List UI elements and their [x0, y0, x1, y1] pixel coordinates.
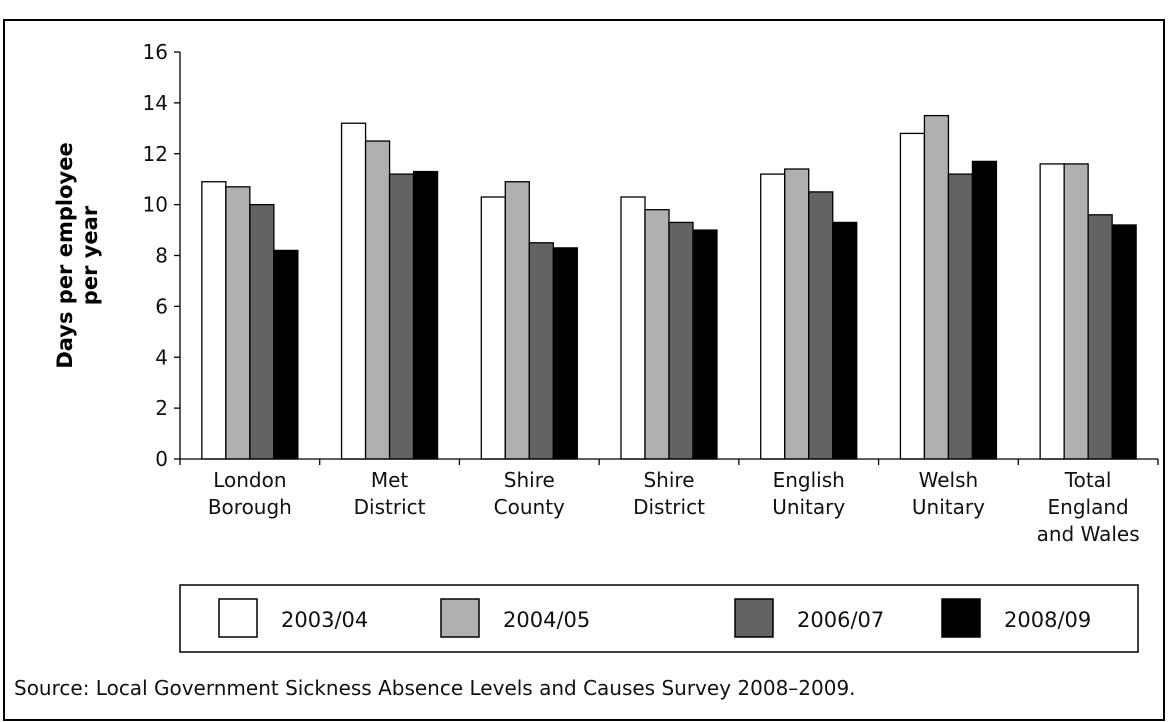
y-tick-label: 2 — [155, 396, 168, 420]
bar-2003-04-0 — [201, 181, 227, 460]
bar-2006-07-0 — [249, 203, 275, 460]
bar-2008-09-2 — [552, 247, 578, 460]
x-category-label: Shire — [504, 468, 555, 492]
y-axis-label: Days per employeeper year — [53, 142, 102, 368]
legend-label-2003-04: 2003/04 — [281, 608, 368, 632]
bar-2006-07-5 — [947, 173, 974, 460]
x-category-label: Borough — [208, 495, 292, 519]
bars-group — [201, 114, 1137, 460]
bar-2003-04-5 — [899, 132, 926, 460]
legend-swatch-2003-04 — [218, 598, 258, 638]
x-category-label: England — [1048, 495, 1129, 519]
bar-2003-04-6 — [1039, 163, 1065, 460]
y-axis-title-line: Days per employee — [53, 142, 77, 368]
legend-label-2006-07: 2006/07 — [797, 608, 884, 632]
source-note: Source: Local Government Sickness Absenc… — [14, 676, 856, 700]
y-axis-title-line: per year — [78, 205, 102, 305]
y-ticks-group: 0 2 4 6 8 10 12 14 16 — [143, 40, 180, 471]
x-category-label: and Wales — [1037, 522, 1140, 546]
bar-2003-04-1 — [340, 122, 367, 460]
bar-2004-05-2 — [504, 181, 530, 460]
x-category-label: Unitary — [912, 495, 985, 519]
x-category-label: Met — [371, 468, 409, 492]
x-labels-group: London Borough Met District Shire County Shire… — [208, 468, 1140, 546]
bar-2008-09-3 — [692, 229, 718, 460]
bar-2004-05-1 — [364, 140, 391, 460]
bar-2004-05-6 — [1063, 163, 1089, 460]
x-category-label: Total — [1064, 468, 1112, 492]
x-category-label: Shire — [643, 468, 694, 492]
bar-2006-07-3 — [668, 221, 694, 460]
y-tick-label: 0 — [155, 447, 168, 471]
bar-2003-04-4 — [760, 173, 786, 460]
x-category-label: County — [494, 495, 565, 519]
x-category-label: English — [773, 468, 845, 492]
legend-label-2004-05: 2004/05 — [503, 608, 590, 632]
y-tick-label: 4 — [155, 345, 168, 369]
y-tick-label: 10 — [143, 193, 168, 217]
bar-2004-05-0 — [225, 186, 251, 460]
bar-2004-05-4 — [784, 168, 810, 460]
bar-2006-07-1 — [388, 173, 415, 460]
y-tick-label: 12 — [143, 142, 168, 166]
x-category-label: District — [633, 495, 705, 519]
y-axis-title: Days per employeeper year — [53, 142, 102, 368]
x-category-label: Unitary — [772, 495, 845, 519]
x-category-label: Welsh — [919, 468, 979, 492]
y-tick-label: 16 — [143, 40, 168, 64]
x-category-label: District — [354, 495, 426, 519]
legend-swatch-2006-07 — [734, 598, 774, 638]
y-tick-label: 14 — [143, 91, 168, 115]
legend-swatch-2004-05 — [440, 598, 480, 638]
bar-2008-09-0 — [273, 249, 299, 460]
bar-2006-07-6 — [1087, 214, 1113, 460]
x-category-label: London — [213, 468, 286, 492]
bar-2004-05-5 — [923, 114, 950, 460]
bar-2006-07-2 — [528, 242, 554, 460]
bar-2008-09-6 — [1111, 224, 1137, 460]
bar-2006-07-4 — [808, 191, 834, 460]
bar-2004-05-3 — [644, 209, 670, 460]
bar-2003-04-3 — [620, 196, 646, 460]
bar-2008-09-4 — [832, 221, 858, 460]
y-tick-label: 8 — [155, 244, 168, 268]
bar-2008-09-1 — [412, 170, 439, 460]
legend-label-2008-09: 2008/09 — [1004, 608, 1091, 632]
legend-swatch-2008-09 — [941, 598, 981, 638]
bar-2003-04-2 — [480, 196, 506, 460]
bar-2008-09-5 — [971, 160, 998, 460]
y-tick-label: 6 — [155, 294, 168, 318]
legend: 2003/04 2004/05 2006/07 2008/09 — [179, 584, 1139, 653]
